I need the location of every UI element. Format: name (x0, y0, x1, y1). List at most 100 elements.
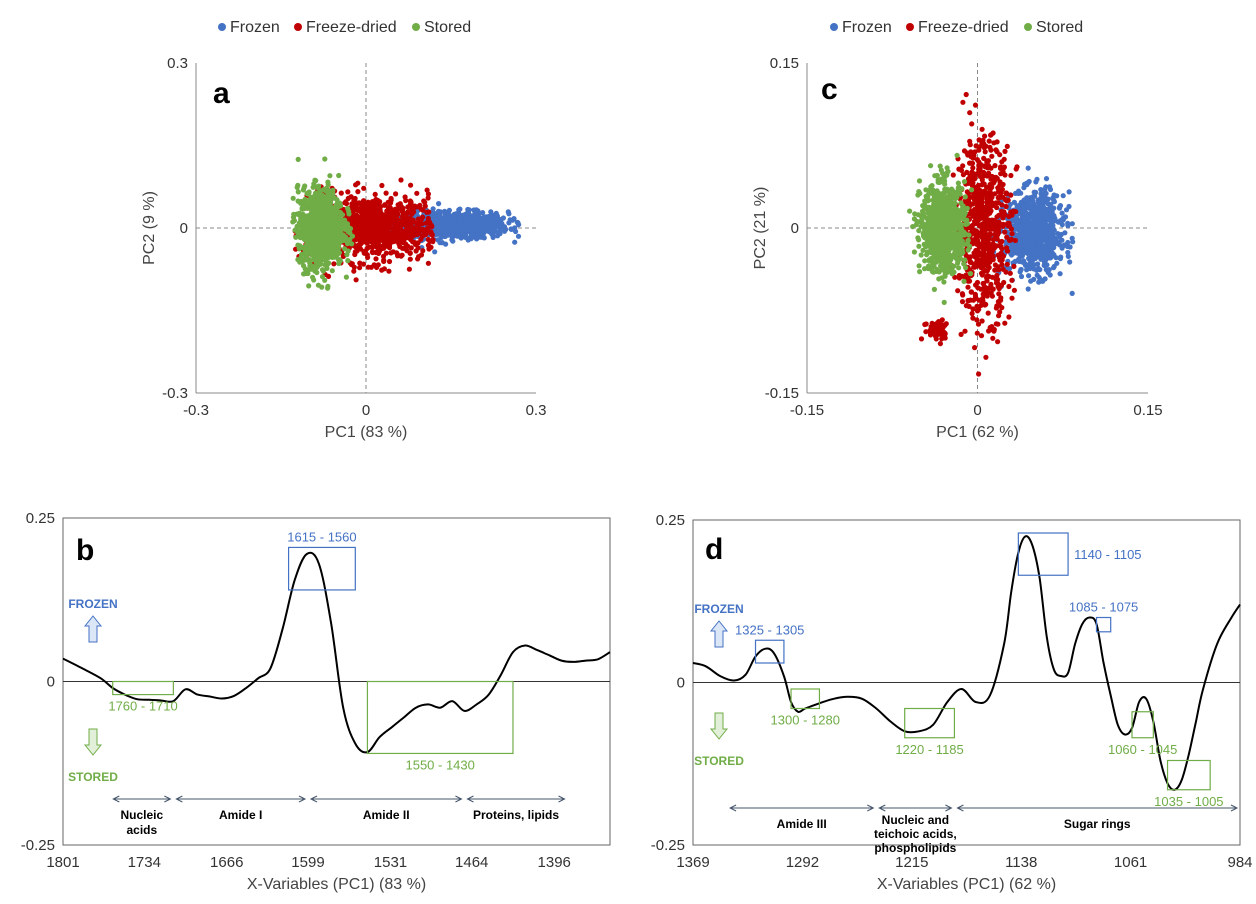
data-point (1069, 290, 1075, 296)
data-point (952, 200, 958, 206)
data-point (922, 258, 928, 264)
data-point (345, 228, 351, 235)
data-point (389, 226, 395, 232)
data-point (434, 223, 440, 230)
data-point (1065, 220, 1071, 226)
data-point (468, 223, 475, 229)
data-point (979, 318, 985, 324)
data-point (307, 196, 313, 203)
data-point (976, 216, 982, 222)
data-point (960, 163, 966, 169)
data-point (927, 329, 933, 335)
data-point (414, 190, 420, 196)
data-point (307, 203, 313, 209)
data-point (458, 235, 464, 241)
data-point (515, 233, 522, 239)
data-point (384, 208, 390, 214)
data-point (1017, 251, 1023, 257)
data-point (472, 210, 478, 216)
data-point (420, 248, 426, 254)
data-point (295, 198, 301, 204)
data-point (955, 258, 961, 264)
data-point (1024, 195, 1030, 201)
data-point (343, 201, 350, 207)
data-point (375, 228, 381, 234)
data-point (1004, 248, 1011, 254)
data-point (333, 241, 339, 247)
data-point (375, 219, 381, 225)
data-point (1011, 263, 1017, 269)
data-point (968, 154, 974, 160)
data-point (1009, 277, 1015, 283)
data-point (1003, 191, 1009, 197)
data-point (365, 254, 371, 260)
data-point (915, 192, 921, 198)
data-point (995, 339, 1001, 345)
data-point (384, 237, 390, 243)
data-point (331, 261, 337, 267)
data-point (325, 182, 331, 188)
data-point (967, 160, 973, 166)
data-point (383, 190, 389, 196)
data-point (458, 215, 464, 221)
data-point (500, 215, 506, 221)
data-point (999, 305, 1005, 311)
data-point (1065, 253, 1071, 259)
data-point (1006, 283, 1012, 290)
data-point (988, 184, 994, 190)
data-point (984, 191, 990, 197)
data-point (454, 232, 461, 239)
data-point (982, 223, 989, 229)
data-point (954, 152, 960, 158)
data-point (338, 190, 344, 196)
data-point (922, 205, 928, 211)
legend: Frozen Freeze-dried Stored (218, 19, 471, 36)
x-tick-label: 0.3 (526, 402, 547, 419)
data-point (418, 206, 424, 212)
data-point (401, 245, 408, 251)
data-point (970, 180, 976, 186)
data-point (463, 220, 469, 226)
data-point (918, 214, 925, 220)
data-point (346, 208, 352, 214)
data-point (983, 143, 989, 149)
data-point (1058, 254, 1064, 260)
data-point (515, 220, 521, 226)
data-point (296, 245, 302, 252)
data-point (1040, 278, 1046, 284)
data-point (907, 208, 913, 214)
data-point (986, 328, 992, 334)
data-point (387, 212, 393, 218)
data-point (988, 147, 994, 153)
data-point (353, 182, 359, 188)
data-point (1009, 231, 1015, 237)
data-point (999, 262, 1005, 268)
data-point (1031, 221, 1037, 227)
data-point (377, 204, 384, 210)
data-point (966, 232, 972, 238)
data-point (449, 226, 455, 232)
data-point (971, 227, 977, 233)
data-point (932, 173, 938, 179)
y-axis-label: PC2 (9 %) (141, 191, 158, 265)
data-point (979, 182, 985, 188)
data-point (1022, 212, 1028, 218)
data-point (406, 266, 412, 272)
data-point (1028, 256, 1034, 262)
data-point (390, 234, 396, 240)
data-point (980, 269, 987, 275)
data-point (1030, 201, 1037, 207)
data-point (368, 210, 374, 216)
data-point (386, 268, 392, 274)
data-point (325, 273, 332, 279)
data-point (489, 229, 495, 236)
data-point (1063, 207, 1070, 213)
data-point (941, 299, 947, 305)
data-point (465, 227, 471, 233)
data-point (309, 227, 315, 233)
data-point (1065, 239, 1071, 246)
data-point (317, 223, 323, 229)
data-point (980, 280, 986, 287)
data-point (975, 285, 981, 291)
data-point (1029, 194, 1035, 200)
